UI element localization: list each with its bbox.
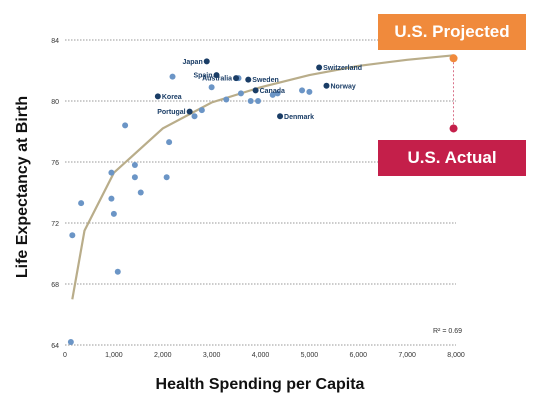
data-point (306, 88, 313, 95)
data-point (169, 73, 176, 80)
us-projected-point (449, 54, 458, 63)
data-point (274, 90, 281, 97)
trend-curve (71, 54, 454, 300)
point-label-norway: Norway (330, 83, 355, 90)
data-point (198, 107, 205, 114)
data-point (67, 338, 74, 345)
data-point (255, 98, 262, 104)
point-label-japan: Japan (183, 59, 203, 66)
x-tick-label: 7,000 (398, 352, 416, 359)
data-point-japan (203, 58, 210, 65)
data-point (78, 200, 85, 207)
y-tick-label: 76 (51, 160, 59, 167)
data-point (237, 90, 244, 97)
data-point-switzerland (316, 64, 323, 71)
y-tick-label: 72 (51, 221, 59, 228)
y-tick-label: 84 (51, 38, 59, 45)
point-label-spain: Spain (193, 73, 212, 80)
data-point (299, 87, 306, 94)
data-point (108, 169, 115, 176)
data-point (114, 268, 121, 275)
data-point (208, 84, 215, 91)
data-point (110, 210, 117, 217)
point-label-canada: Canada (260, 88, 285, 95)
data-point (191, 113, 198, 120)
point-label-korea: Korea (162, 94, 182, 101)
data-point (108, 195, 115, 202)
x-axis-label: Health Spending per Capita (155, 376, 365, 393)
x-tick-label: 6,000 (349, 352, 367, 359)
data-point-norway (323, 82, 330, 89)
data-point (269, 91, 276, 98)
data-point (137, 189, 144, 196)
y-tick-label: 68 (51, 282, 59, 289)
x-tick-label: 0 (63, 352, 67, 359)
data-point (131, 162, 138, 169)
data-point-canada (252, 87, 259, 94)
x-tick-label: 2,000 (154, 352, 172, 359)
data-point (122, 122, 129, 129)
data-point-denmark (277, 113, 284, 120)
x-tick-label: 4,000 (252, 352, 270, 359)
point-label-denmark: Denmark (284, 114, 314, 121)
x-tick-label: 3,000 (203, 352, 221, 359)
data-point (166, 139, 173, 146)
data-point-portugal (186, 108, 193, 115)
point-label-sweden: Sweden (252, 77, 278, 84)
y-tick-label: 80 (51, 99, 59, 106)
data-point-korea (154, 93, 161, 100)
data-point (131, 174, 138, 181)
data-point (223, 96, 230, 103)
data-point-sweden (245, 76, 252, 83)
y-axis-label: Life Expectancy at Birth (14, 95, 31, 279)
x-tick-label: 5,000 (301, 352, 319, 359)
point-label-switzerland: Switzerland (323, 65, 362, 72)
x-tick-label: 1,000 (105, 352, 123, 359)
data-point (69, 232, 76, 239)
r-squared-label: R² = 0.69 (433, 328, 462, 335)
data-point-spain (213, 72, 220, 79)
y-tick-label: 64 (51, 343, 59, 350)
point-label-australia: Australia (202, 76, 232, 83)
data-point-australia (233, 75, 240, 82)
us-projected-callout: U.S. Projected (378, 14, 526, 50)
x-tick-label: 8,000 (447, 352, 465, 359)
data-point (163, 174, 170, 181)
us-actual-callout: U.S. Actual (378, 140, 526, 176)
us-actual-point (449, 124, 458, 133)
data-point (247, 98, 254, 104)
point-label-portugal: Portugal (157, 109, 185, 116)
